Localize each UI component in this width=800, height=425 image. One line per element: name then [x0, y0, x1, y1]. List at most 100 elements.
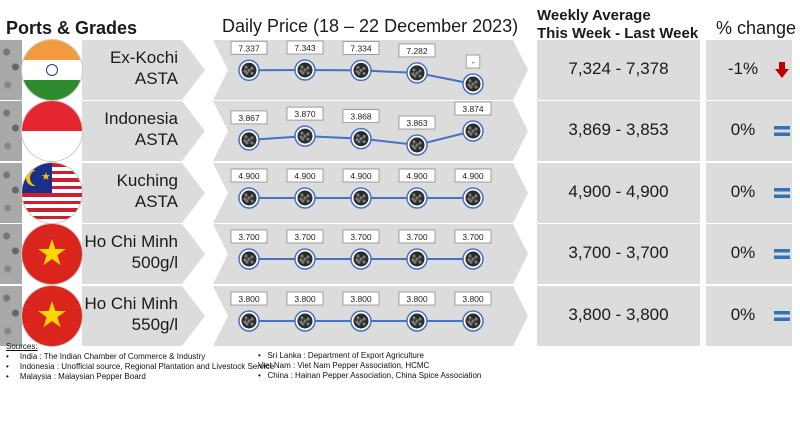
price-point	[350, 310, 372, 332]
price-label-box	[398, 43, 436, 58]
port-name-line2: ASTA	[134, 192, 178, 211]
port-name-line2: ASTA	[134, 69, 178, 88]
percent-change-panel	[706, 163, 792, 223]
price-point	[350, 59, 372, 82]
port-name-line1: Indonesia	[104, 109, 178, 128]
weekly-average-value: 7,324 - 7,378	[568, 59, 669, 78]
port-row-indonesia: Indonesia ASTA 3,869 - 3,853 0% 3.867 3.870 3.…	[0, 101, 800, 161]
price-label-box	[398, 229, 436, 244]
price-label: 3.870	[294, 109, 316, 119]
port-row-vietnam: ★ Ho Chi Minh 500g/l 3,700 - 3,700 0% 3.700 3.…	[0, 224, 800, 284]
source-item: • Malaysia : Malaysian Pepper Board	[6, 372, 146, 381]
weekly-average-line2: This Week - Last Week	[537, 25, 699, 42]
price-point	[294, 187, 316, 209]
row-label-band: Indonesia ASTA	[0, 101, 205, 161]
price-point	[238, 310, 260, 332]
price-label: 3.863	[406, 118, 428, 128]
price-label: 3.700	[406, 232, 428, 242]
label-box	[82, 224, 182, 284]
port-name-line1: Ho Chi Minh	[84, 232, 178, 251]
price-label-box	[454, 229, 492, 244]
indonesia-flag-icon	[22, 101, 82, 161]
price-label-box	[286, 168, 324, 183]
row-label-band: Ex-Kochi ASTA	[0, 40, 205, 100]
price-point	[294, 310, 316, 332]
port-name: Kuching ASTA	[82, 170, 178, 212]
port-name-line1: Ho Chi Minh	[84, 294, 178, 313]
price-label-box	[342, 168, 380, 183]
port-name-line2: ASTA	[134, 130, 178, 149]
price-label: 7.337	[238, 43, 260, 53]
price-label-box	[454, 168, 492, 183]
price-point	[294, 59, 316, 81]
daily-price-chart: 3.700 3.700 3.700 3.700 3.700	[230, 229, 492, 270]
price-point	[350, 187, 372, 209]
row-label-band: ★ Kuching ASTA	[0, 163, 205, 223]
price-label: 3.800	[238, 294, 260, 304]
price-point	[462, 73, 484, 95]
price-label-box	[286, 106, 324, 121]
port-name-line2: 500g/l	[131, 253, 178, 272]
port-name: Ex-Kochi ASTA	[82, 47, 178, 89]
price-point	[462, 120, 484, 142]
price-label: 3.800	[350, 294, 372, 304]
price-label: 3.800	[294, 294, 316, 304]
price-point	[406, 187, 428, 209]
port-row-malaysia: ★ Kuching ASTA 4,900 - 4,900 0% 4.900 4.900 4.9…	[0, 163, 800, 223]
price-label: 4.900	[238, 171, 260, 181]
port-name: Ho Chi Minh 500g/l	[82, 231, 178, 273]
price-label: 3.700	[462, 232, 484, 242]
price-label-box	[230, 229, 268, 244]
pepper-background-image	[0, 163, 22, 223]
label-chevron	[182, 286, 205, 346]
price-point	[238, 248, 260, 270]
price-point	[406, 134, 428, 156]
equal-icon	[774, 307, 790, 325]
daily-price-chart: 3.800 3.800 3.800 3.800 3.800	[230, 291, 492, 332]
source-item: • India : The Indian Chamber of Commerce…	[6, 352, 206, 361]
malaysia-flag-icon: ★	[22, 163, 82, 223]
percent-change-header: % change	[716, 18, 797, 38]
percent-change-panel	[706, 224, 792, 284]
price-label-box	[454, 291, 492, 306]
vietnam-flag-icon: ★	[22, 286, 82, 346]
weekly-average-panel	[537, 163, 700, 223]
price-label: 3.800	[462, 294, 484, 304]
star-icon: ★	[35, 294, 69, 335]
source-item: • Indonesia : Unofficial source, Regiona…	[6, 362, 275, 371]
price-label: 4.900	[462, 171, 484, 181]
sources-block-right: • Sri Lanka : Department of Export Agric…	[258, 351, 481, 381]
price-label: 4.900	[294, 171, 316, 181]
weekly-average-value: 4,900 - 4,900	[568, 182, 669, 201]
label-box	[82, 163, 182, 223]
price-label-box	[286, 40, 324, 55]
daily-price-header: Daily Price (18 – 22 December 2023)	[222, 16, 519, 36]
price-label-box	[342, 109, 380, 124]
price-label: 7.282	[406, 46, 428, 56]
sources-title: Sources:	[6, 342, 38, 351]
price-label-box	[398, 291, 436, 306]
port-name: Indonesia ASTA	[82, 108, 178, 150]
equal-icon	[774, 184, 790, 202]
label-chevron	[182, 163, 205, 223]
weekly-average-line1: Weekly Average	[537, 7, 651, 24]
weekly-average-panel	[537, 40, 700, 100]
equal-icon	[774, 245, 790, 263]
star-icon: ★	[35, 232, 69, 273]
price-point	[238, 187, 260, 209]
price-point	[350, 127, 372, 150]
price-label-box	[230, 40, 268, 55]
daily-price-chart: 7.337 7.343 7.334 7.282 -	[230, 40, 484, 95]
weekly-average-panel	[537, 101, 700, 161]
label-box	[82, 40, 182, 100]
pepper-background-image	[0, 40, 22, 100]
weekly-average-header: Weekly Average This Week - Last Week	[537, 7, 698, 43]
source-item: • China : Hainan Pepper Association, Chi…	[258, 371, 482, 380]
pepper-background-image	[0, 101, 22, 161]
port-name-line2: 550g/l	[131, 315, 178, 334]
weekly-average-value: 3,869 - 3,853	[568, 120, 669, 139]
price-label-box	[286, 291, 324, 306]
star-icon: ★	[41, 171, 51, 183]
price-label-box	[342, 291, 380, 306]
port-name-line1: Ex-Kochi	[109, 48, 178, 67]
